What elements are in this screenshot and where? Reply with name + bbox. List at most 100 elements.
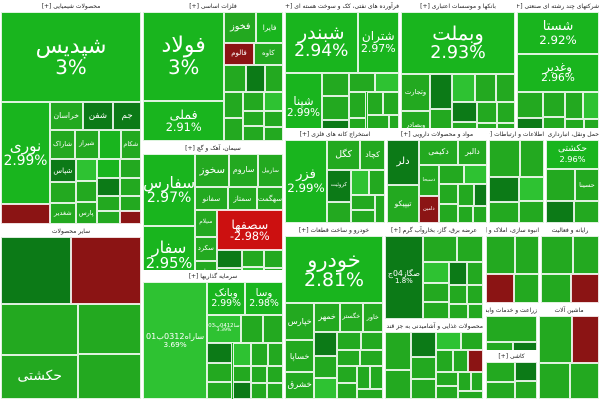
stock-tile[interactable] (120, 178, 141, 196)
sector-block[interactable]: سایر محصولات حکشتی (0, 225, 142, 400)
stock-tile[interactable] (385, 332, 412, 371)
stock-tile[interactable]: حکشتی (1, 354, 79, 399)
stock-tile[interactable] (314, 378, 338, 399)
sector-title[interactable]: فرآورده های نفتی، کک و سوخت هسته ای [+] (285, 1, 399, 12)
stock-tile[interactable] (449, 284, 467, 305)
stock-tile[interactable] (496, 101, 515, 124)
stock-tile[interactable]: کاوه (253, 42, 283, 66)
stock-tile[interactable] (264, 249, 283, 268)
stock-tile[interactable] (1, 304, 79, 355)
stock-tile[interactable]: وتجارت (401, 74, 431, 111)
sector-block[interactable]: محصولات شیمیایی [+] شپدیس 3% نوری 2.99% خراسا… (0, 0, 142, 225)
stock-tile[interactable] (449, 304, 468, 319)
stock-tile[interactable] (350, 194, 376, 210)
stock-tile[interactable] (360, 350, 383, 367)
stock-tile[interactable] (350, 170, 369, 195)
stock-tile[interactable] (514, 362, 537, 382)
stock-tile[interactable]: وسا 2.98% (245, 282, 283, 316)
stock-tile[interactable]: فخوز (224, 12, 257, 43)
stock-tile[interactable] (468, 350, 483, 373)
stock-tile[interactable] (327, 201, 351, 223)
stock-tile[interactable]: سفانو (195, 187, 228, 211)
stock-tile[interactable] (337, 366, 358, 383)
stock-tile[interactable] (242, 249, 265, 267)
stock-tile[interactable] (96, 210, 121, 224)
stock-tile[interactable] (368, 170, 385, 195)
stock-tile[interactable] (267, 383, 283, 399)
stock-tile[interactable] (242, 92, 264, 112)
stock-tile[interactable] (546, 200, 574, 223)
stock-tile[interactable] (216, 249, 243, 268)
stock-tile[interactable]: دکیمی (419, 140, 458, 165)
stock-tile[interactable]: خپارس (285, 303, 315, 341)
sector-block[interactable]: مواد و محصولات دارویی [+] دلر تیپیکو دکیمی د… (386, 128, 488, 224)
stock-tile[interactable] (224, 92, 243, 118)
sector-title[interactable]: سیمان، آهک و گچ [+] (143, 143, 283, 154)
stock-tile[interactable] (449, 262, 468, 285)
sector-title[interactable]: محصولات شیمیایی [+] (1, 1, 141, 12)
stock-tile[interactable] (98, 130, 121, 159)
stock-tile[interactable] (514, 381, 537, 399)
sector-title[interactable]: سرمایه گذاریها [+] (143, 271, 283, 282)
stock-tile[interactable]: شفن (82, 102, 114, 131)
stock-tile[interactable] (460, 332, 483, 351)
sector-title[interactable]: کاشی [+] (486, 351, 537, 362)
stock-tile[interactable] (383, 92, 399, 115)
stock-tile[interactable] (242, 126, 265, 141)
stock-tile[interactable]: دامین (419, 195, 439, 223)
stock-tile[interactable] (475, 74, 496, 102)
stock-tile[interactable]: سیلام (195, 210, 217, 237)
sector-title[interactable]: سایر محصولات (1, 226, 141, 237)
stock-tile[interactable] (452, 74, 476, 102)
stock-tile[interactable] (464, 164, 487, 184)
sector-title[interactable]: خودرو و ساخت قطعات [+] (285, 225, 383, 236)
stock-tile[interactable]: شستا 2.92% (517, 12, 599, 54)
sector-block[interactable]: ماشین آلات (538, 304, 600, 400)
stock-tile[interactable] (430, 74, 453, 110)
stock-tile[interactable] (570, 363, 599, 399)
stock-tile[interactable] (71, 237, 141, 305)
stock-tile[interactable] (366, 114, 390, 129)
stock-tile[interactable] (519, 201, 544, 223)
stock-tile[interactable] (224, 65, 246, 93)
sector-block[interactable]: عرضه برق، گاز، بخاروآب گرم [+] صگاز04ج 1.8… (384, 224, 484, 320)
stock-tile[interactable] (539, 363, 571, 399)
stock-tile[interactable] (265, 65, 283, 93)
stock-tile[interactable]: شیراز (75, 130, 99, 159)
stock-tile[interactable] (486, 362, 515, 383)
sector-block[interactable]: بانکها و موسسات اعتباری [+] وبملت 2.93% وتج… (400, 0, 516, 142)
sector-title[interactable]: اطلاعات و ارتباطات [+] (489, 129, 544, 140)
sector-block[interactable]: سرمایه گذاریها [+] ساراه0312ب01 3.69% وبانک… (142, 270, 284, 400)
sector-title[interactable]: بانکها و موسسات اعتباری [+] (401, 1, 515, 12)
stock-tile[interactable] (517, 91, 544, 118)
stock-tile[interactable] (75, 180, 97, 203)
stock-tile[interactable] (242, 111, 265, 126)
stock-tile[interactable] (541, 236, 573, 274)
stock-tile[interactable] (519, 177, 544, 202)
stock-tile[interactable] (50, 181, 76, 203)
stock-tile[interactable] (251, 365, 268, 384)
stock-tile[interactable] (489, 201, 520, 223)
sector-title[interactable]: فلزات اساسی [+] (143, 1, 283, 12)
stock-tile[interactable] (436, 386, 458, 399)
stock-tile[interactable]: خودرو 2.81% (285, 236, 383, 304)
stock-tile[interactable] (457, 205, 474, 223)
sector-title[interactable]: مواد و محصولات دارویی [+] (387, 129, 487, 140)
stock-tile[interactable] (357, 389, 383, 399)
stock-tile[interactable]: نوری 2.99% (1, 102, 51, 204)
stock-tile[interactable]: فزر 2.99% (285, 140, 328, 223)
stock-tile[interactable] (264, 126, 283, 141)
stock-tile[interactable] (1, 237, 71, 305)
sector-block[interactable]: خودرو و ساخت قطعات [+] خودرو 2.81% خپارس خسا… (284, 224, 384, 400)
stock-tile[interactable] (473, 205, 487, 223)
stock-tile[interactable] (232, 343, 251, 366)
stock-tile[interactable] (370, 366, 383, 390)
stock-tile[interactable]: ساروم (229, 154, 258, 188)
stock-tile[interactable]: تیپیکو (387, 185, 420, 223)
stock-tile[interactable] (541, 273, 572, 303)
stock-tile[interactable]: فالوم (224, 42, 254, 66)
stock-tile[interactable] (489, 140, 521, 178)
stock-tile[interactable] (264, 111, 283, 127)
stock-tile[interactable]: خمهر (314, 303, 340, 332)
stock-tile[interactable] (120, 210, 141, 224)
